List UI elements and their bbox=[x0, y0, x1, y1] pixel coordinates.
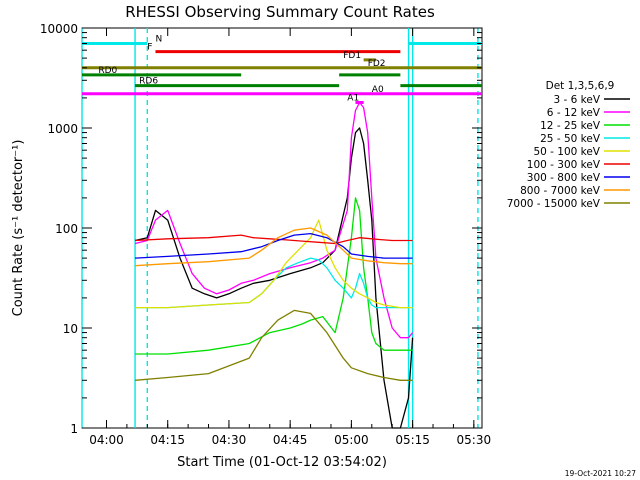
flag-label-fd1: FD1 bbox=[343, 51, 361, 61]
flag-label-rd6: RD6 bbox=[139, 77, 158, 87]
x-tick-label-3: 04:45 bbox=[273, 433, 308, 447]
y-tick-label-0: 1 bbox=[70, 422, 78, 436]
footer-date: 19-Oct-2021 10:27 bbox=[565, 469, 636, 478]
flag-label-f: F bbox=[147, 43, 152, 53]
series-line-0 bbox=[134, 127, 414, 429]
x-tick-label-6: 05:30 bbox=[457, 433, 492, 447]
legend-label-5: 100 - 300 keV bbox=[527, 159, 601, 171]
vertical-markers bbox=[81, 28, 479, 428]
series-line-5 bbox=[135, 234, 413, 245]
x-tick-label-0: 04:00 bbox=[89, 433, 124, 447]
x-tick-label-5: 05:15 bbox=[395, 433, 430, 447]
plot-frame bbox=[81, 27, 483, 429]
flag-bars: NF FD1 FD2 RD0 RD6 A0 A1 bbox=[82, 34, 482, 104]
x-axis-label: Start Time (01-Oct-12 03:54:02) bbox=[177, 455, 387, 470]
y-tick-label-2: 100 bbox=[55, 222, 78, 236]
flag-label-a1: A1 bbox=[347, 93, 359, 103]
legend-label-7: 800 - 7000 keV bbox=[520, 185, 601, 197]
y-tick-label-3: 1000 bbox=[47, 122, 78, 136]
legend-title: Det 1,3,5,6,9 bbox=[546, 80, 615, 92]
y-tick-label-4: 10000 bbox=[40, 22, 78, 36]
chart-title: RHESSI Observing Summary Count Rates bbox=[125, 3, 435, 21]
legend-label-1: 6 - 12 keV bbox=[547, 107, 601, 119]
y-axis-label: Count Rate (s⁻¹ detector⁻¹) bbox=[11, 140, 26, 317]
flag-label-rd0: RD0 bbox=[98, 66, 117, 76]
x-tick-label-1: 04:15 bbox=[150, 433, 185, 447]
series-line-4 bbox=[135, 219, 413, 309]
legend-label-3: 25 - 50 keV bbox=[540, 133, 601, 145]
flag-label-fd2: FD2 bbox=[368, 59, 386, 69]
flag-label-n: N bbox=[155, 34, 162, 44]
y-tick-label-1: 10 bbox=[63, 322, 78, 336]
y-axis-ticks: 1 10 100 1000 10000 bbox=[40, 22, 482, 436]
series-line-1 bbox=[134, 101, 414, 339]
legend-label-6: 300 - 800 keV bbox=[527, 172, 601, 184]
legend-label-4: 50 - 100 keV bbox=[533, 146, 600, 158]
flag-label-a0: A0 bbox=[372, 85, 384, 95]
series-line-8 bbox=[135, 309, 413, 381]
legend-label-2: 12 - 25 keV bbox=[540, 120, 601, 132]
series-lines bbox=[134, 101, 414, 429]
series-line-6 bbox=[135, 232, 413, 259]
x-tick-label-2: 04:30 bbox=[212, 433, 247, 447]
x-axis-ticks: 04:00 04:15 04:30 04:45 05:00 05:15 05:30 bbox=[89, 28, 491, 447]
x-tick-label-4: 05:00 bbox=[334, 433, 369, 447]
legend-label-8: 7000 - 15000 keV bbox=[507, 198, 601, 210]
series-line-7 bbox=[135, 227, 413, 267]
series-line-2 bbox=[135, 197, 413, 355]
legend-label-0: 3 - 6 keV bbox=[553, 94, 600, 106]
